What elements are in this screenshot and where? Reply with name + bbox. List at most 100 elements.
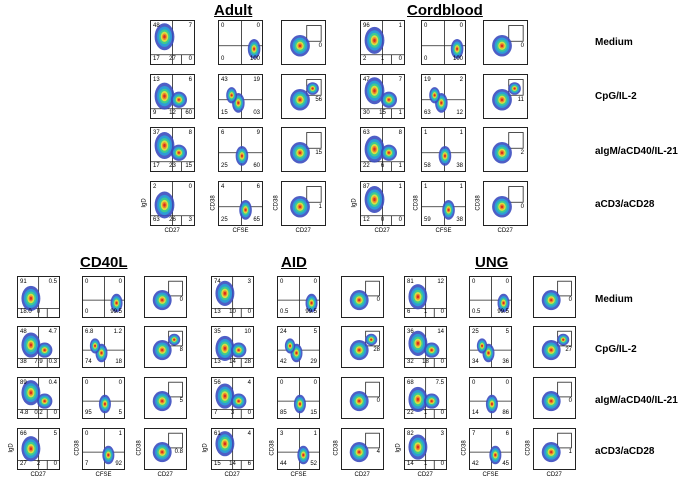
density-contour	[370, 338, 373, 341]
quadrant-percentage: 63	[153, 217, 160, 223]
quadrant-percentage: 0.5	[280, 309, 289, 315]
quadrant-percentage: 1	[424, 130, 428, 136]
density-contour	[94, 344, 97, 347]
quadrant-percentage: 44	[280, 461, 287, 467]
y-axis-label-cd38: CD38	[269, 440, 276, 456]
facs-plot-cordblood-r2-p3: 11	[483, 74, 528, 119]
density-contour	[302, 453, 305, 457]
density-contour	[500, 98, 504, 102]
quadrant-percentage: 34	[472, 359, 479, 365]
group-title-aid: AID	[281, 254, 307, 271]
quadrant-percentage: 23	[169, 163, 176, 169]
quadrant-percentage: 1	[459, 184, 463, 190]
quadrant-percentage: 1	[398, 23, 402, 29]
quadrant-percentage: 99.5	[110, 309, 122, 315]
quadrant-percentage: 7	[472, 431, 476, 437]
group-title-ung: UNG	[475, 254, 509, 271]
quadrant-percentage: 13	[214, 359, 221, 365]
facs-plot-cordblood-r3-p1: 63 8 22 6 1	[360, 127, 405, 172]
quadrant-percentage: 25	[472, 329, 479, 335]
density-contour	[103, 402, 106, 406]
x-axis-label-cfse: CFSE	[482, 472, 499, 478]
density-contour	[163, 35, 166, 39]
facs-plot-ung-r1-p3: 0	[533, 276, 576, 318]
density-contour	[500, 151, 504, 155]
quadrant-percentage: 4.7	[48, 329, 57, 335]
quadrant-percentage: 29	[310, 359, 317, 365]
quadrant-percentage: 28	[244, 359, 251, 365]
row-label-acd3-top: aCD3/aCD28	[595, 199, 655, 210]
quadrant-percentage: 19	[424, 77, 431, 83]
density-contour	[550, 298, 553, 302]
quadrant-percentage: 37	[153, 130, 160, 136]
density-contour	[161, 399, 164, 403]
quadrant-percentage: 1.2	[113, 329, 122, 335]
gate-box	[557, 280, 572, 297]
quadrant-percentage: 0	[505, 279, 509, 285]
quadrant-percentage: 19	[253, 77, 260, 83]
facs-plot-ung-r4-p3: 1	[533, 428, 576, 470]
density-contour	[163, 94, 166, 98]
quadrant-percentage: 1	[398, 184, 402, 190]
quadrant-percentage: 42	[472, 461, 479, 467]
gate-box	[557, 432, 572, 449]
density-contour	[358, 348, 361, 352]
facs-plot-cd40l-r1-p2: 0 0 0 99.5	[82, 276, 125, 318]
quadrant-percentage: 12	[363, 217, 370, 223]
row-label-medium-top: Medium	[595, 37, 633, 48]
quadrant-percentage: 86	[502, 410, 509, 416]
quadrant-percentage: 17	[153, 163, 160, 169]
quadrant-percentage: 14	[229, 461, 236, 467]
density-contour	[456, 47, 459, 51]
quadrant-percentage: 0	[313, 380, 317, 386]
quadrant-percentage: 0	[188, 56, 192, 62]
density-contour	[373, 197, 376, 202]
facs-plot-aid-r4-p3: 4	[341, 428, 384, 470]
density-contour	[161, 450, 164, 454]
x-axis-label-cd27: CD27	[417, 472, 433, 478]
row-label-aigm-top: aIgM/aCD40/IL-21	[595, 146, 678, 157]
facs-plot-aid-r1-p1: 74 3 13 10 0	[211, 276, 254, 318]
density-contour	[177, 98, 180, 101]
quadrant-percentage: 2	[363, 56, 367, 62]
density-contour	[237, 400, 240, 403]
x-axis-label-cfse: CFSE	[232, 228, 249, 234]
quadrant-percentage: 0	[221, 23, 225, 29]
quadrant-percentage: 26	[169, 217, 176, 223]
gate-box	[168, 381, 183, 398]
facs-plot-ung-r2-p1: 36 14 32 18 0	[404, 326, 447, 368]
quadrant-percentage: 60	[253, 163, 260, 169]
quadrant-percentage: 3	[247, 279, 251, 285]
facs-plot-adult-r4-p1: 2 0 63 26 3	[150, 181, 195, 226]
quadrant-percentage: 4	[247, 431, 251, 437]
quadrant-percentage: 6	[407, 309, 411, 315]
group-title-adult: Adult	[214, 2, 253, 19]
y-axis-label-igd: IgD	[141, 197, 148, 208]
quadrant-percentage: 2	[459, 77, 463, 83]
x-axis-label-cd27: CD27	[354, 472, 370, 478]
quadrant-percentage: 0	[424, 23, 428, 29]
quadrant-percentage: 7.5	[435, 380, 444, 386]
quadrant-percentage: 12	[456, 110, 463, 116]
quadrant-percentage: 36	[502, 359, 509, 365]
density-contour	[177, 151, 180, 154]
quadrant-percentage: 5	[53, 431, 57, 437]
quadrant-percentage: 0	[520, 42, 524, 49]
facs-plot-aid-r3-p2: 0 0 85 15	[277, 377, 320, 419]
density-contour	[29, 296, 33, 300]
density-contour	[433, 94, 436, 97]
density-contour	[244, 208, 247, 212]
density-contour	[550, 348, 553, 352]
quadrant-percentage: 52	[310, 461, 317, 467]
facs-plot-adult-r4-p2: 4 6 25 65	[218, 181, 263, 226]
quadrant-percentage: 12	[437, 279, 444, 285]
quadrant-percentage: 32	[407, 359, 414, 365]
quadrant-percentage: 0	[376, 398, 380, 404]
facs-plot-adult-r1-p1: 48 7 17 27 0	[150, 20, 195, 65]
quadrant-percentage: 0	[280, 380, 284, 386]
density-contour	[416, 397, 420, 401]
quadrant-percentage: 10	[229, 309, 236, 315]
y-axis-label-cd38: CD38	[210, 194, 217, 211]
quadrant-percentage: 2	[153, 184, 157, 190]
y-axis-label-igd: IgD	[202, 443, 209, 453]
